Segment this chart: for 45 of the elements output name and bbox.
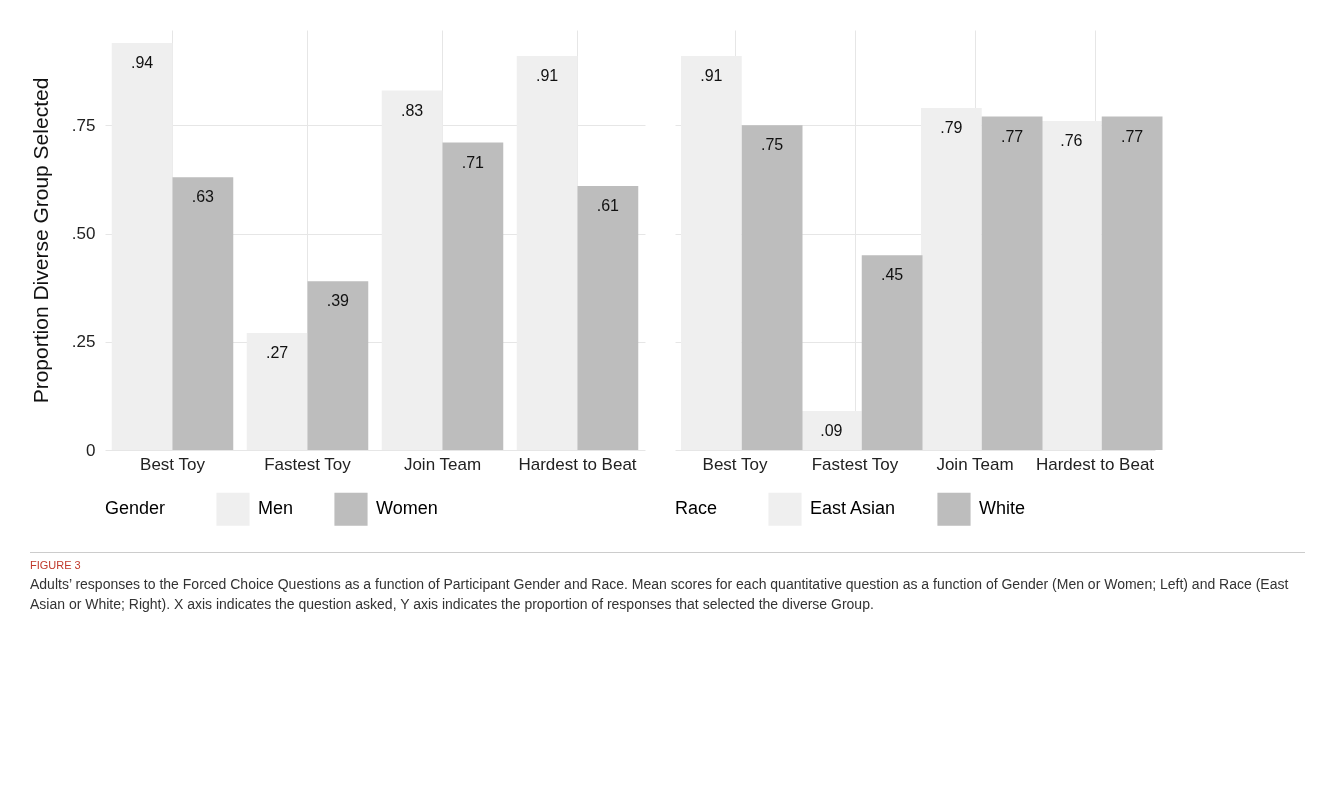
data-label: .61 — [596, 196, 620, 214]
caption: FIGURE 3 — [30, 559, 82, 571]
legend-title: Gender — [105, 498, 166, 518]
text: Adults’ responses to the Forced Choice Questions as a function of Participant Gender and Race. Mean scores for each quantitative question as a function of Gender (Men or Women; Left) and Race (East Asian or White; Right). X axis indicates the question asked, Y axis indicates the proportion of responses that selected the diverse Group. — [30, 575, 1290, 614]
x-tick-label: Fastest Toy — [811, 454, 899, 474]
legend-label: White — [979, 498, 1026, 519]
data-label: .39 — [326, 292, 350, 310]
legend-label: Men — [258, 498, 294, 519]
data-label: .09 — [820, 422, 843, 440]
data-label: .91 — [536, 66, 559, 84]
x-tick-label: Best Toy — [140, 454, 206, 474]
x-tick-label: Hardest to Beat — [518, 454, 637, 474]
data-label: .71 — [461, 153, 485, 171]
x-tick-label: Fastest Toy — [264, 454, 352, 474]
bar — [741, 125, 803, 450]
y-tick-label: 0 — [86, 440, 96, 460]
bar — [577, 185, 639, 450]
data-label: .79 — [940, 118, 963, 136]
data-label: .77 — [1121, 127, 1144, 145]
data-label: .75 — [761, 136, 784, 154]
bar — [861, 255, 923, 450]
legend-label: Women — [376, 498, 438, 519]
data-label: .27 — [266, 344, 289, 362]
data-label: .45 — [881, 266, 904, 284]
data-label: .83 — [401, 101, 424, 119]
y-tick-label: .50 — [71, 224, 96, 244]
data-label: .76 — [1060, 131, 1083, 149]
x-tick-label: Best Toy — [702, 454, 768, 474]
bar — [1101, 116, 1163, 450]
y-axis-title: Proportion Diverse Group Selected — [28, 77, 52, 404]
bar — [307, 281, 369, 450]
text: East Asian — [810, 498, 896, 519]
data-label: .91 — [700, 66, 723, 84]
x-tick-label: Hardest to Beat — [1035, 454, 1155, 474]
bar — [172, 177, 234, 450]
y-tick-label: .25 — [71, 332, 96, 352]
x-tick-label: Join Team — [936, 454, 1014, 474]
bar — [442, 142, 504, 450]
y-tick-label: .75 — [71, 115, 96, 135]
data-label: .63 — [191, 188, 215, 206]
x-tick-label: Join Team — [403, 454, 482, 474]
data-label: .94 — [131, 53, 154, 71]
legend-title: Race — [675, 498, 718, 518]
bar — [981, 116, 1043, 450]
data-label: .77 — [1001, 127, 1024, 145]
